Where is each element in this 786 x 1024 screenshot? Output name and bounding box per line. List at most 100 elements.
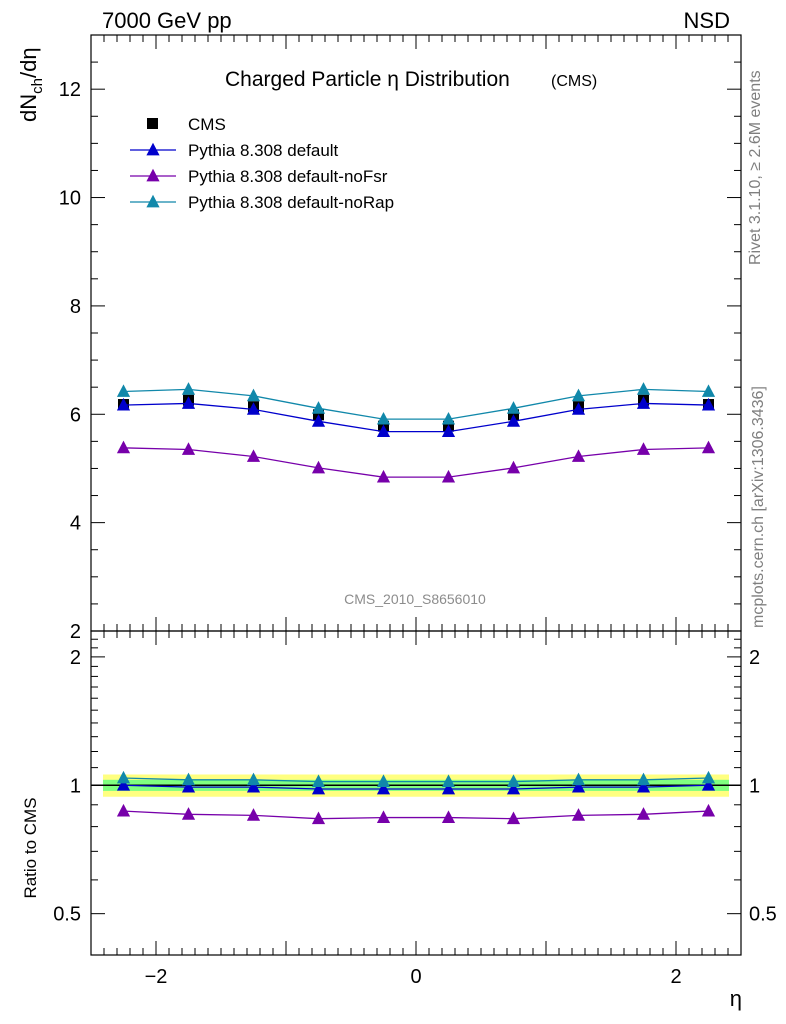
main-ytick-label: 10 <box>59 188 81 210</box>
series-3 <box>116 382 716 425</box>
ratio-ytick-label-right: 0.5 <box>749 904 777 926</box>
series-line <box>123 388 709 420</box>
legend-marker <box>146 168 160 182</box>
main-ytick-label: 12 <box>59 79 81 101</box>
data-point <box>441 469 456 483</box>
data-point <box>181 382 196 395</box>
data-point <box>116 440 131 454</box>
ratio-data-point <box>311 811 326 825</box>
main-ytick-label: 8 <box>70 296 81 318</box>
ratio-ylabel: Ratio to CMS <box>21 797 40 898</box>
data-point <box>636 382 651 395</box>
data-point <box>116 384 131 397</box>
ratio-data-point <box>246 808 261 821</box>
series-0 <box>118 394 714 432</box>
header-right: NSD <box>684 8 730 33</box>
ratio-data-point <box>701 803 716 817</box>
ratio-data-point <box>181 779 196 793</box>
series-1 <box>116 396 716 438</box>
data-point <box>701 397 716 411</box>
data-point <box>506 401 521 414</box>
ratio-data-point <box>181 807 196 820</box>
chart-title-suffix: (CMS) <box>551 73 597 90</box>
ratio-data-point <box>246 779 261 793</box>
data-point <box>506 414 521 427</box>
legend-label: CMS <box>188 115 226 134</box>
analysis-watermark: CMS_2010_S8656010 <box>344 591 486 607</box>
ratio-series-0 <box>116 778 716 795</box>
data-point <box>571 388 586 402</box>
main-ytick-label: 4 <box>70 513 81 535</box>
ratio-data-point <box>636 807 651 820</box>
legend-label: Pythia 8.308 default-noRap <box>188 193 394 212</box>
data-point <box>311 414 326 427</box>
main-ytick-label: 6 <box>70 404 81 426</box>
ratio-data-point <box>441 774 456 788</box>
data-point <box>376 411 391 425</box>
ratio-data-point <box>701 778 716 791</box>
ratio-data-point <box>311 781 326 795</box>
legend-label: Pythia 8.308 default <box>188 141 339 160</box>
ratio-series-2 <box>116 770 716 788</box>
ratio-data-point <box>311 774 326 788</box>
ratio-data-point <box>116 803 131 817</box>
legend-marker <box>146 142 160 156</box>
ratio-data-point <box>636 772 651 786</box>
ratio-data-point <box>376 774 391 788</box>
series-line <box>123 402 709 433</box>
ratio-series-line <box>123 810 709 820</box>
main-ylabel: dNch/dη <box>16 47 46 122</box>
ratio-data-point <box>506 781 521 795</box>
xtick-label: 0 <box>410 966 421 988</box>
ratio-data-point <box>246 772 261 786</box>
data-point <box>376 469 391 483</box>
ratio-data-point <box>506 811 521 825</box>
data-point <box>571 402 586 415</box>
header-left: 7000 GeV pp <box>102 8 232 33</box>
data-point <box>376 424 391 438</box>
ratio-ytick-label: 1 <box>70 775 81 797</box>
ratio-data-point <box>441 781 456 795</box>
data-point <box>636 442 651 455</box>
data-point <box>246 449 261 462</box>
ratio-series-1 <box>116 803 716 825</box>
legend-marker-cms <box>147 118 158 129</box>
ratio-data-point <box>116 778 131 791</box>
main-ytick-label: 2 <box>70 621 81 643</box>
data-point <box>701 440 716 454</box>
ratio-data-point <box>441 810 456 823</box>
data-point <box>506 460 521 474</box>
data-point <box>311 460 326 474</box>
ratio-data-point <box>376 781 391 795</box>
legend: CMS Pythia 8.308 default Pythia 8.308 defa… <box>130 115 394 212</box>
data-point <box>441 424 456 438</box>
ratio-ytick-label: 2 <box>70 647 81 669</box>
ratio-ytick-label: 0.5 <box>53 904 81 926</box>
side-text-bottom: mcplots.cern.ch [arXiv:1306.3436] <box>750 386 767 628</box>
ratio-data-point <box>116 770 131 784</box>
series-line <box>123 447 709 478</box>
ratio-series-line <box>123 777 709 783</box>
x-axis-label: η <box>730 986 742 1011</box>
xtick-label: 2 <box>670 966 681 988</box>
ratio-data-point <box>376 810 391 823</box>
ratio-ytick-label-right: 2 <box>749 647 760 669</box>
data-point <box>181 442 196 455</box>
ratio-ytick-label-right: 1 <box>749 775 760 797</box>
data-point <box>246 388 261 402</box>
data-point <box>571 449 586 462</box>
ratio-data-point <box>571 808 586 821</box>
ratio-data-point <box>636 779 651 793</box>
data-point <box>701 384 716 397</box>
ratio-data-point <box>571 772 586 786</box>
data-point <box>181 396 196 409</box>
ratio-data-point <box>506 774 521 788</box>
ratio-data-point <box>181 772 196 786</box>
legend-marker <box>146 194 160 208</box>
data-point <box>116 397 131 411</box>
data-point <box>636 396 651 409</box>
legend-label: Pythia 8.308 default-noFsr <box>188 167 388 186</box>
ratio-series-line <box>123 784 709 790</box>
